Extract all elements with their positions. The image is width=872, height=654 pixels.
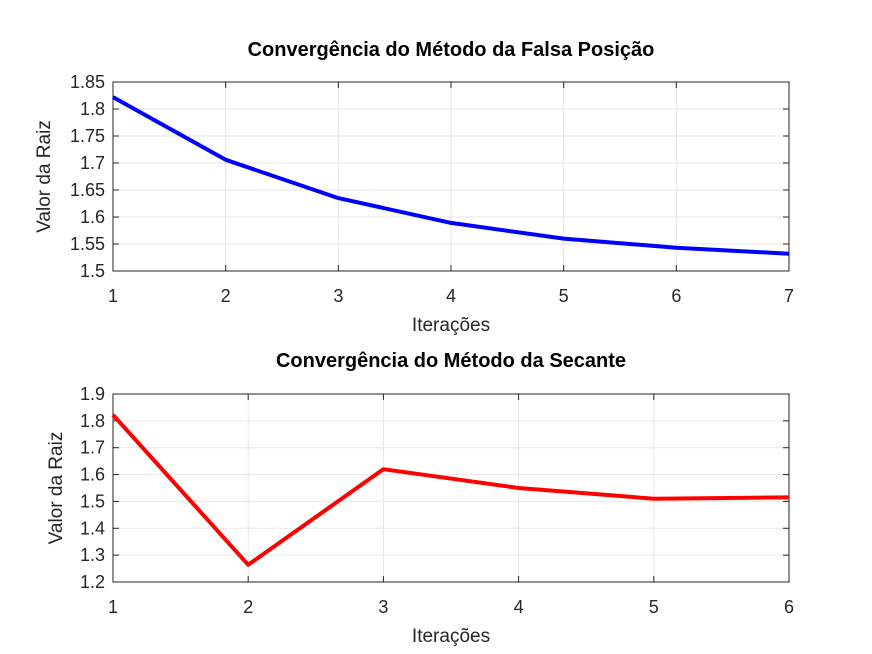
x-axis-label: Iterações	[412, 626, 490, 647]
x-tick-label: 7	[784, 286, 794, 306]
y-tick-label: 1.3	[80, 545, 105, 565]
y-tick-label: 1.8	[80, 411, 105, 431]
y-tick-label: 1.85	[70, 72, 105, 92]
y-tick-label: 1.7	[80, 438, 105, 458]
y-tick-label: 1.8	[80, 99, 105, 119]
y-axis-label: Valor da Raiz	[34, 120, 55, 233]
y-tick-label: 1.7	[80, 153, 105, 173]
x-tick-label: 3	[378, 597, 388, 617]
x-tick-label: 2	[243, 597, 253, 617]
x-tick-label: 2	[221, 286, 231, 306]
y-tick-label: 1.4	[80, 518, 105, 538]
x-tick-label: 6	[784, 597, 794, 617]
plot-secante: 1 2 3 4 5 6 1.2 1.3 1.4 1.5 1.6 1.7 1.8 1.9 Convergênc…	[46, 350, 794, 647]
x-tick-label: 5	[559, 286, 569, 306]
x-tick-label: 3	[333, 286, 343, 306]
x-tick-label: 6	[671, 286, 681, 306]
y-tick-label: 1.6	[80, 465, 105, 485]
y-tick-label: 1.65	[70, 180, 105, 200]
y-tick-label: 1.5	[80, 261, 105, 281]
y-axis-label: Valor da Raiz	[46, 432, 67, 545]
chart-title: Convergência do Método da Secante	[276, 350, 626, 372]
y-tick-label: 1.6	[80, 207, 105, 227]
x-tick-label: 4	[514, 597, 524, 617]
y-tick-label: 1.75	[70, 126, 105, 146]
x-axis-label: Iterações	[412, 315, 490, 336]
y-tick-label: 1.2	[80, 572, 105, 592]
series-line	[112, 95, 790, 256]
x-tick-label: 5	[649, 597, 659, 617]
x-tick-label: 4	[446, 286, 456, 306]
axes-box	[112, 393, 790, 583]
x-tick-label: 1	[108, 286, 118, 306]
y-tick-label: 1.55	[70, 234, 105, 254]
plot-area	[113, 394, 789, 582]
series-line	[111, 413, 790, 567]
x-tick-label: 1	[108, 597, 118, 617]
y-tick-label: 1.5	[80, 491, 105, 511]
y-tick-label: 1.9	[80, 384, 105, 404]
plot-falsa-posicao: 1 2 3 4 5 6 7 1.5 1.55 1.6 1.65 1.7 1.75 1.8 1.85 Conve…	[34, 39, 794, 336]
chart-title: Convergência do Método da Falsa Posição	[248, 39, 655, 61]
